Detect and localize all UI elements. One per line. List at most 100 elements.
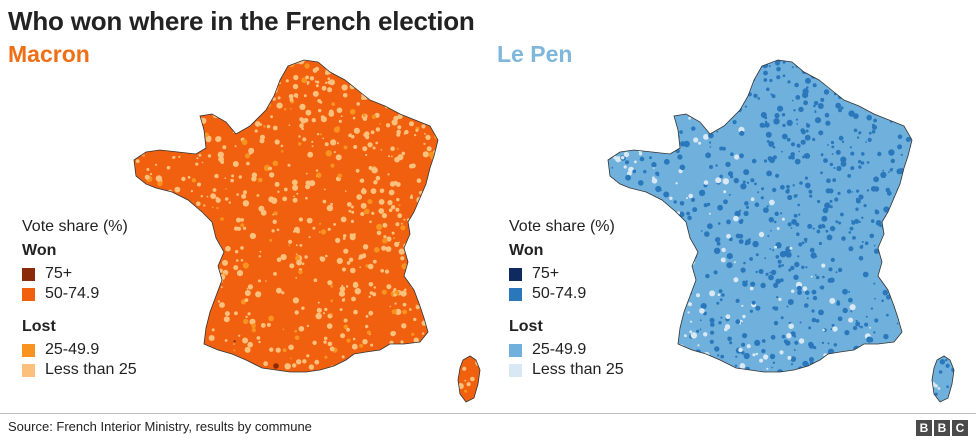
commune-patch <box>268 315 274 322</box>
commune-patch <box>351 343 358 350</box>
commune-patch <box>792 184 795 187</box>
commune-patch <box>409 121 414 127</box>
commune-patch <box>772 361 776 364</box>
commune-patch <box>350 219 354 223</box>
commune-patch <box>236 193 239 196</box>
commune-patch <box>423 142 426 145</box>
commune-patch <box>864 241 869 245</box>
map-base-fill <box>134 60 438 372</box>
commune-patch <box>372 259 377 264</box>
commune-patch <box>189 275 193 279</box>
commune-patch <box>716 241 721 246</box>
commune-patch <box>306 324 310 328</box>
commune-patch <box>420 245 426 250</box>
commune-patch <box>424 196 431 202</box>
commune-patch <box>230 178 234 183</box>
commune-patch <box>358 64 363 69</box>
commune-patch <box>720 354 725 359</box>
commune-patch <box>731 96 737 102</box>
commune-patch <box>210 193 217 200</box>
commune-patch <box>823 357 828 362</box>
commune-patch <box>703 94 707 98</box>
commune-patch <box>303 117 309 123</box>
commune-patch <box>365 66 371 73</box>
commune-patch <box>648 76 653 81</box>
commune-patch <box>353 145 358 149</box>
commune-patch <box>242 337 249 344</box>
commune-patch <box>746 181 750 184</box>
commune-patch <box>902 296 909 302</box>
commune-patch <box>785 340 791 346</box>
commune-patch <box>882 289 889 296</box>
commune-patch <box>298 326 305 332</box>
commune-patch <box>640 133 647 140</box>
commune-patch <box>667 220 675 227</box>
commune-patch <box>675 261 677 264</box>
commune-patch <box>773 320 779 326</box>
commune-patch <box>751 300 756 305</box>
commune-patch <box>155 163 158 166</box>
commune-patch <box>767 234 770 237</box>
commune-patch <box>319 256 326 262</box>
commune-patch <box>945 358 948 362</box>
commune-patch <box>860 161 865 165</box>
commune-patch <box>240 246 244 250</box>
commune-patch <box>699 328 702 331</box>
commune-patch <box>645 336 649 340</box>
commune-patch <box>407 92 414 99</box>
commune-patch <box>623 85 628 90</box>
commune-patch <box>348 257 354 262</box>
commune-patch <box>841 140 845 143</box>
commune-patch <box>724 91 730 96</box>
commune-patch <box>938 370 943 374</box>
commune-patch <box>343 248 349 254</box>
commune-patch <box>390 146 395 151</box>
commune-patch <box>738 347 743 353</box>
commune-patch <box>159 326 164 330</box>
commune-patch <box>220 286 223 289</box>
commune-patch <box>659 96 665 103</box>
commune-patch <box>725 161 731 168</box>
commune-patch <box>706 82 712 88</box>
commune-patch <box>873 176 879 183</box>
commune-patch <box>427 206 431 210</box>
commune-patch <box>260 209 267 216</box>
commune-patch <box>255 94 258 97</box>
commune-patch <box>852 325 858 331</box>
commune-patch <box>393 293 397 297</box>
commune-patch <box>627 358 631 362</box>
commune-patch <box>210 234 216 240</box>
commune-patch <box>890 216 895 222</box>
commune-patch <box>326 204 334 212</box>
commune-patch <box>330 299 334 303</box>
commune-patch <box>885 187 891 193</box>
commune-patch <box>149 292 152 295</box>
commune-patch <box>663 158 670 165</box>
commune-patch <box>630 221 634 225</box>
commune-patch <box>375 141 379 145</box>
commune-patch <box>183 247 190 254</box>
commune-patch <box>901 115 906 119</box>
commune-patch <box>786 137 791 142</box>
commune-patch <box>166 165 171 170</box>
commune-patch <box>264 60 269 63</box>
commune-patch <box>421 201 428 208</box>
commune-patch <box>811 317 817 323</box>
commune-patch <box>235 259 239 262</box>
commune-patch <box>790 142 796 147</box>
commune-patch <box>660 62 663 65</box>
commune-patch <box>867 137 872 142</box>
commune-patch <box>781 133 788 140</box>
legend-label: 75+ <box>532 265 560 282</box>
commune-patch <box>662 299 667 304</box>
commune-patch <box>292 363 297 368</box>
commune-patch <box>832 326 838 332</box>
commune-patch <box>395 62 399 67</box>
commune-patch <box>224 197 229 201</box>
commune-patch <box>829 64 835 70</box>
commune-patch <box>243 318 249 325</box>
commune-patch <box>244 346 251 353</box>
commune-patch <box>184 114 189 118</box>
commune-patch <box>248 71 251 74</box>
commune-patch <box>742 280 746 284</box>
